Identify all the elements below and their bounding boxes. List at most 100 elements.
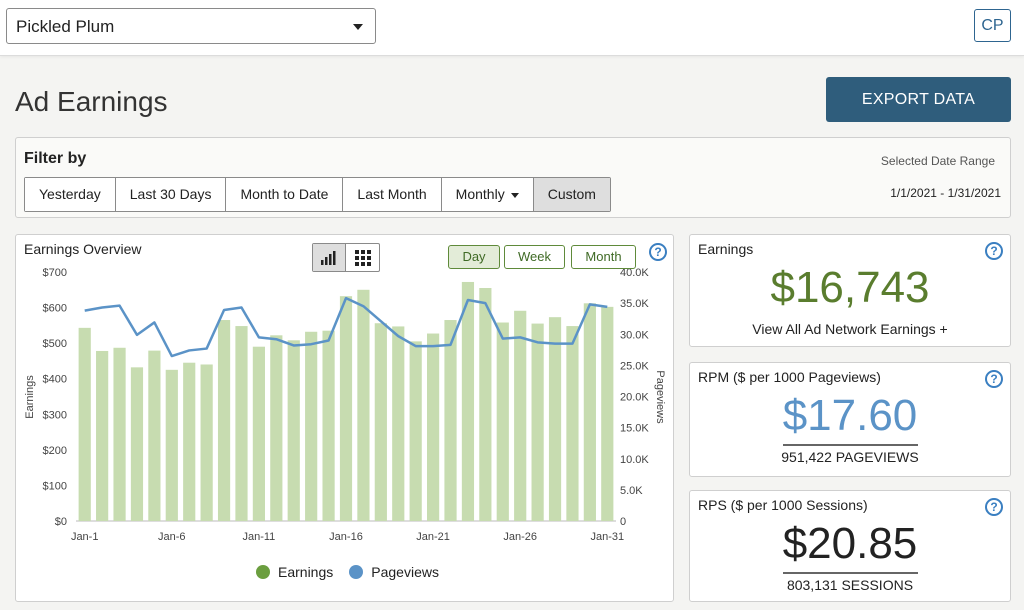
y2-axis-title: Pageviews xyxy=(654,370,666,424)
x-tick-label: Jan-16 xyxy=(329,531,363,543)
filter-yesterday-button[interactable]: Yesterday xyxy=(25,178,116,211)
filter-monthly-dropdown[interactable]: Monthly xyxy=(441,178,534,211)
y2-tick-label: 20.0K xyxy=(620,392,649,404)
earnings-bar xyxy=(548,317,562,521)
filter-panel: Filter by Yesterday Last 30 Days Month t… xyxy=(15,137,1011,218)
grid-icon[interactable] xyxy=(346,244,379,271)
earnings-bar xyxy=(322,330,335,521)
earnings-bar xyxy=(78,327,91,521)
earnings-bar xyxy=(409,341,422,521)
filter-last-month-button[interactable]: Last Month xyxy=(343,178,442,211)
bar-chart-icon[interactable] xyxy=(313,244,347,271)
help-icon[interactable]: ? xyxy=(985,498,1003,516)
y-tick-label: $600 xyxy=(43,303,67,315)
filter-custom-button[interactable]: Custom xyxy=(533,178,610,211)
y-axis-title: Earnings xyxy=(24,375,36,419)
earnings-bar xyxy=(235,326,248,521)
legend-dot-pageviews xyxy=(349,565,364,579)
filter-monthly-label: Monthly xyxy=(455,186,505,202)
legend-item-pageviews[interactable]: Pageviews xyxy=(349,564,439,580)
chevron-down-icon xyxy=(510,192,519,198)
earnings-bar xyxy=(183,362,196,521)
earnings-bar xyxy=(479,288,492,521)
granularity-month-button[interactable]: Month xyxy=(571,245,636,269)
chevron-down-icon xyxy=(353,24,363,30)
earnings-bar xyxy=(392,326,405,521)
rpm-pageviews: 951,422 PAGEVIEWS xyxy=(781,449,919,465)
earnings-bar xyxy=(514,310,527,521)
earnings-bar xyxy=(496,322,509,521)
divider xyxy=(783,572,918,574)
earnings-bar xyxy=(427,333,440,521)
filter-title: Filter by xyxy=(24,150,87,167)
earnings-bar xyxy=(531,323,544,521)
earnings-chart: $0 $100 $200 $300 $400 $500 $600 $700 0 5.0K 10.0K… xyxy=(24,267,666,543)
help-icon[interactable]: ? xyxy=(985,370,1003,388)
date-filter-group: Yesterday Last 30 Days Month to Date Las… xyxy=(24,177,611,212)
earnings-bar xyxy=(461,281,475,521)
site-selector[interactable]: Pickled Plum xyxy=(6,8,376,44)
rps-stat-title: RPS ($ per 1000 Sessions) xyxy=(698,497,868,513)
earnings-overview-panel: $0 $100 $200 $300 $400 $500 $600 $700 0 5.0K 10.0K… xyxy=(15,234,674,602)
chart-title: Earnings Overview xyxy=(24,241,142,257)
earnings-bar xyxy=(96,350,109,521)
earnings-bar xyxy=(583,303,596,521)
top-bar: Pickled Plum CP xyxy=(0,0,1024,56)
earnings-bar xyxy=(374,323,387,521)
export-data-button[interactable]: EXPORT DATA xyxy=(826,77,1011,122)
legend-item-earnings[interactable]: Earnings xyxy=(256,564,333,580)
help-icon[interactable]: ? xyxy=(985,242,1003,260)
chart-view-toggle xyxy=(312,243,380,272)
earnings-stat-title: Earnings xyxy=(698,241,754,257)
earnings-bar xyxy=(601,306,614,521)
granularity-week-button[interactable]: Week xyxy=(504,245,565,269)
earnings-bar xyxy=(148,350,161,521)
earnings-bar xyxy=(305,331,318,521)
y-tick-label: $500 xyxy=(43,338,67,350)
y-tick-label: $100 xyxy=(43,480,67,492)
legend-label-pageviews: Pageviews xyxy=(371,564,439,580)
rps-stat-value: $20.85 xyxy=(782,519,918,568)
earnings-stat-card: Earnings ? $16,743 View All Ad Network E… xyxy=(689,234,1011,347)
granularity-day-button[interactable]: Day xyxy=(448,245,500,269)
y2-tick-label: 10.0K xyxy=(620,454,649,466)
y-tick-label: $700 xyxy=(43,267,67,279)
earnings-stat-value: $16,743 xyxy=(770,263,930,312)
earnings-bar xyxy=(357,289,370,521)
earnings-bar xyxy=(252,346,265,521)
y-tick-label: $200 xyxy=(43,445,67,457)
rpm-stat-value: $17.60 xyxy=(782,391,918,440)
earnings-bar xyxy=(130,367,144,521)
x-tick-label: Jan-31 xyxy=(590,531,624,543)
earnings-bar xyxy=(200,364,213,521)
earnings-bar xyxy=(287,340,300,521)
earnings-bar xyxy=(165,369,178,521)
y2-tick-label: 15.0K xyxy=(620,423,649,435)
site-selector-value: Pickled Plum xyxy=(16,17,115,36)
y-tick-label: $0 xyxy=(55,516,67,528)
legend-label-earnings: Earnings xyxy=(278,564,334,580)
help-icon[interactable]: ? xyxy=(649,243,667,261)
legend-dot-earnings xyxy=(256,565,270,579)
x-tick-label: Jan-26 xyxy=(503,531,537,543)
rpm-stat-card: RPM ($ per 1000 Pageviews) ? $17.60 951,… xyxy=(689,362,1011,477)
y-tick-label: $300 xyxy=(43,409,67,421)
user-avatar[interactable]: CP xyxy=(974,9,1011,42)
y2-tick-label: 25.0K xyxy=(620,360,649,372)
y2-tick-label: 30.0K xyxy=(620,329,649,341)
view-all-earnings-link[interactable]: View All Ad Network Earnings + xyxy=(752,321,948,337)
y-tick-label: $400 xyxy=(43,374,67,386)
y2-tick-label: 0 xyxy=(620,516,626,528)
divider xyxy=(783,444,918,446)
earnings-bar xyxy=(217,320,231,521)
rps-stat-card: RPS ($ per 1000 Sessions) ? $20.85 803,1… xyxy=(689,490,1011,602)
x-tick-label: Jan-6 xyxy=(158,531,186,543)
x-tick-label: Jan-21 xyxy=(416,531,450,543)
filter-month-to-date-button[interactable]: Month to Date xyxy=(226,178,344,211)
chart-legend: Earnings Pageviews xyxy=(256,564,455,580)
earnings-bar xyxy=(444,320,457,521)
selected-range-value: 1/1/2021 - 1/31/2021 xyxy=(890,186,1001,200)
filter-last-30-days-button[interactable]: Last 30 Days xyxy=(115,178,227,211)
rpm-stat-title: RPM ($ per 1000 Pageviews) xyxy=(698,369,881,385)
page-title: Ad Earnings xyxy=(15,86,168,117)
